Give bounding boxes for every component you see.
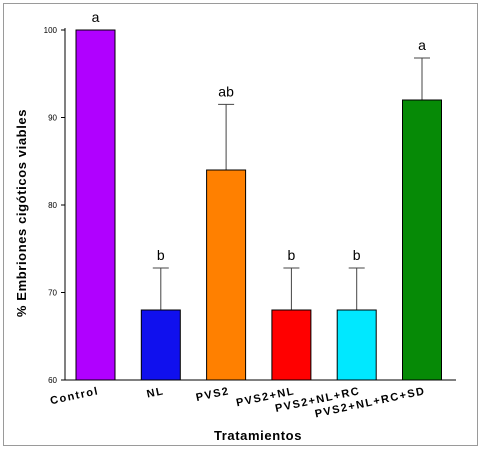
significance-letter: ab [218, 83, 234, 99]
x-category-label: NL [146, 385, 166, 400]
bars [75, 29, 442, 381]
significance-letter: a [418, 37, 426, 53]
y-tick-label: 60 [48, 376, 57, 385]
y-tick-label: 90 [48, 114, 57, 123]
significance-letter: b [288, 247, 296, 263]
x-axis-title: Tratamientos [214, 428, 302, 443]
y-tick-label: 70 [48, 289, 57, 298]
bar [336, 309, 377, 381]
bar [271, 309, 312, 381]
significance-letter: b [157, 247, 165, 263]
x-category-label: Control [49, 385, 100, 407]
significance-letter: a [92, 9, 100, 25]
bar [75, 29, 116, 381]
y-ticks: 60 70 80 90 100 [44, 26, 65, 385]
bar [140, 309, 181, 381]
x-category-labels: Control NL PVS2 PVS2+NLPVS2+NL+RCPVS2+NL+RC… [49, 385, 427, 420]
y-tick-label: 80 [48, 201, 57, 210]
error-bars [152, 57, 430, 310]
x-category-label: PVS2 [195, 385, 231, 404]
bar [402, 99, 442, 381]
bar [206, 169, 247, 381]
y-tick-label: 100 [44, 26, 58, 35]
significance-letter: b [353, 247, 361, 263]
y-axis-title: % Embriones cigóticos viables [14, 109, 29, 317]
axes [64, 28, 456, 381]
